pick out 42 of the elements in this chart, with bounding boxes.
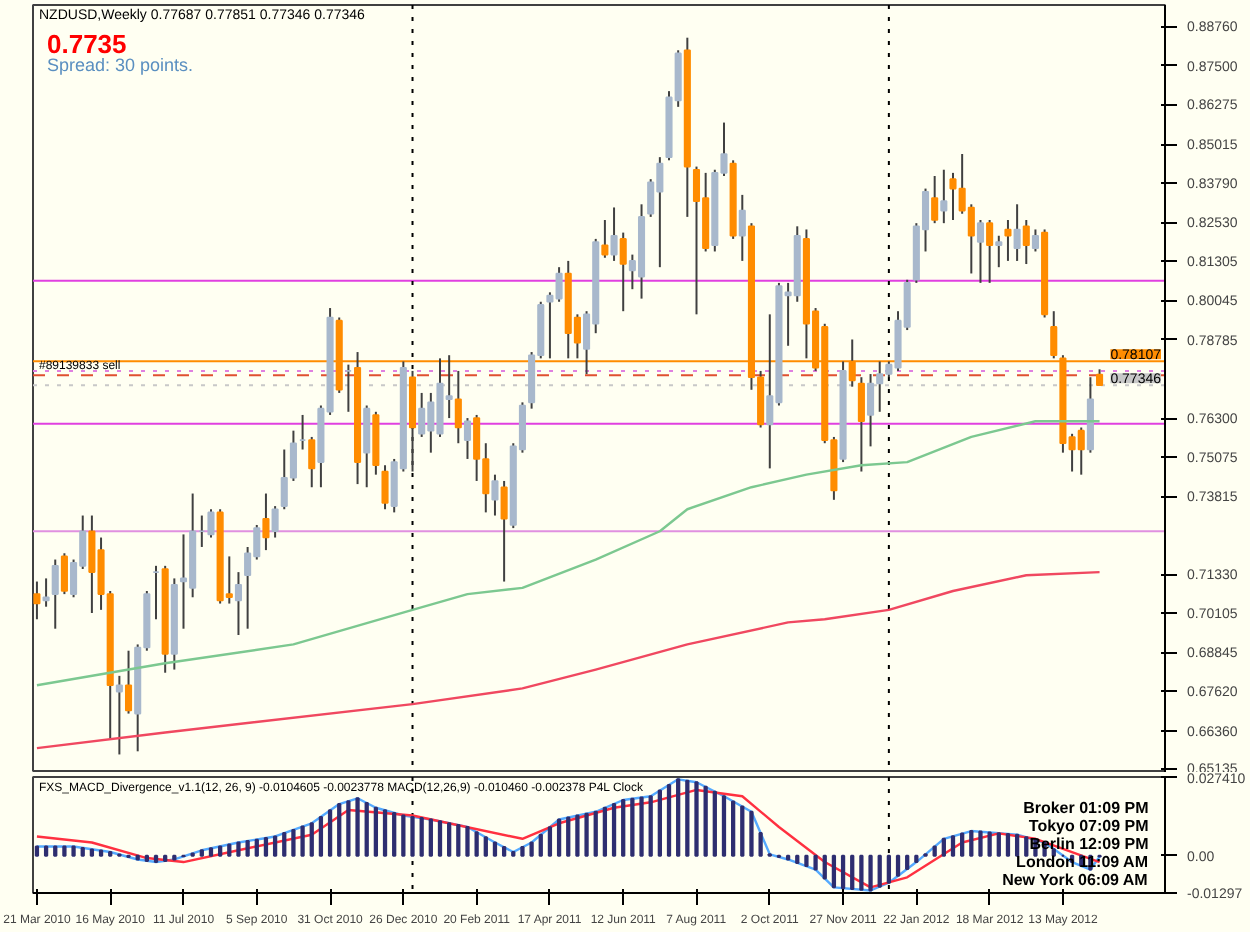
candlestick xyxy=(51,558,59,630)
annotation: Spread: 30 points. xyxy=(47,55,194,75)
annotation: New York 06:09 AM xyxy=(1002,871,1149,889)
candlestick xyxy=(60,552,68,596)
line-series xyxy=(35,570,1101,750)
candlestick xyxy=(610,206,618,262)
candlestick xyxy=(234,571,243,636)
candlestick xyxy=(271,505,279,539)
candlestick xyxy=(491,473,499,517)
candlestick xyxy=(619,231,627,313)
candlestick xyxy=(601,219,609,259)
candlestick xyxy=(931,175,939,225)
line-series xyxy=(35,420,1101,687)
candlestick xyxy=(262,492,270,552)
candlestick xyxy=(463,417,472,460)
candlestick xyxy=(738,193,746,262)
candlestick xyxy=(1022,219,1030,266)
candlestick xyxy=(179,533,188,630)
candlestick xyxy=(500,479,508,583)
candlestick xyxy=(418,391,426,438)
candlestick xyxy=(115,674,123,756)
candlestick xyxy=(857,376,865,473)
candlestick xyxy=(1031,228,1039,253)
candlestick xyxy=(976,219,985,284)
candlestick xyxy=(1004,219,1012,262)
annotation: Broker 01:09 PM xyxy=(1023,799,1150,817)
candlestick xyxy=(1077,426,1085,476)
annotation: Tokyo 07:09 PM xyxy=(1028,817,1150,835)
candlestick xyxy=(986,219,994,284)
candlestick xyxy=(42,577,50,608)
candlestick xyxy=(995,234,1003,269)
candlestick xyxy=(867,373,875,448)
candlestick xyxy=(363,404,371,489)
candlestick xyxy=(454,369,462,445)
candlestick xyxy=(207,508,215,539)
candlestick xyxy=(308,435,316,489)
candlestick xyxy=(1013,203,1021,262)
candlestick xyxy=(692,165,701,316)
candlestick xyxy=(124,649,133,715)
candlestick xyxy=(940,168,948,225)
annotation: 0.7735 xyxy=(47,29,127,59)
candlestick xyxy=(381,464,389,511)
